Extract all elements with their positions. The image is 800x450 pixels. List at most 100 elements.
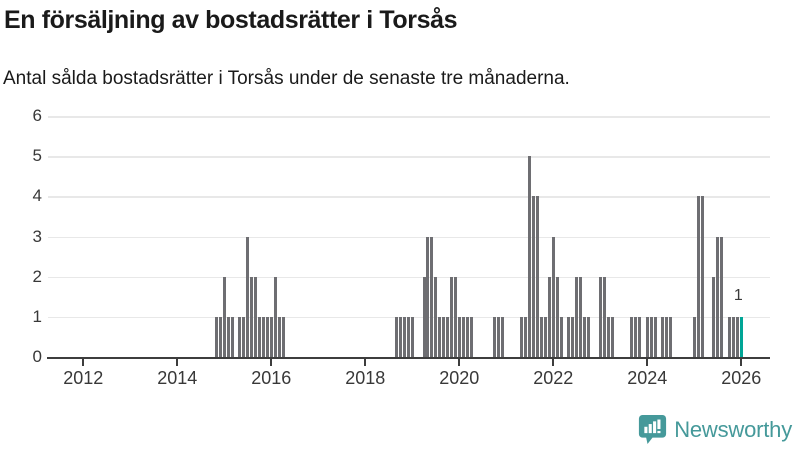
x-tick-label-2020: 2020 <box>439 368 480 388</box>
bar-2023-09 <box>630 316 634 357</box>
bar-2019-12 <box>453 276 457 357</box>
bar-2023-10 <box>634 316 638 357</box>
bar-2018-09 <box>395 316 399 357</box>
x-tick-2020 <box>458 359 461 366</box>
bar-2025-10 <box>728 316 732 357</box>
x-tick-label-2012: 2012 <box>63 368 104 388</box>
x-tick-label-2014: 2014 <box>157 368 198 388</box>
bar-2021-09 <box>536 196 540 357</box>
y-tick-label-4: 4 <box>32 186 42 206</box>
bar-2021-12 <box>547 276 551 357</box>
bar-2015-11 <box>261 316 265 357</box>
gridline-y6 <box>48 116 770 118</box>
bar-2015-03 <box>230 316 234 357</box>
x-tick-2026 <box>740 359 743 366</box>
bar-2019-04 <box>422 276 426 357</box>
x-tick-2024 <box>646 359 649 366</box>
y-tick-label-1: 1 <box>32 306 42 326</box>
bar-2022-03 <box>559 316 563 357</box>
bar-2018-11 <box>402 316 406 357</box>
bar-2020-03 <box>465 316 469 357</box>
bar-2025-11 <box>731 316 735 357</box>
bar-2019-05 <box>426 236 430 357</box>
bar-2021-05 <box>520 316 524 357</box>
bar-2015-05 <box>238 316 242 357</box>
bar-2018-12 <box>406 316 410 357</box>
bar-2025-12 <box>735 316 739 357</box>
bar-2019-01 <box>410 316 414 357</box>
newsworthy-logo-text: Newsworthy <box>674 416 792 442</box>
y-tick-label-5: 5 <box>32 146 42 166</box>
bar-2019-08 <box>438 316 442 357</box>
bar-2023-11 <box>637 316 641 357</box>
bar-2016-04 <box>281 316 285 357</box>
x-tick-label-2026: 2026 <box>721 368 762 388</box>
bar-2019-11 <box>449 276 453 357</box>
y-tick-label-3: 3 <box>32 226 42 246</box>
x-tick-label-2018: 2018 <box>345 368 386 388</box>
bar-2025-07 <box>716 236 720 357</box>
bar-2022-10 <box>587 316 591 357</box>
y-tick-label-6: 6 <box>32 106 42 125</box>
bar-2014-12 <box>218 316 222 357</box>
bar-2020-01 <box>457 316 461 357</box>
bar-2023-03 <box>606 316 610 357</box>
bar-2024-07 <box>669 316 673 357</box>
chart-title: En försäljning av bostadsrätter i Torsås <box>4 6 458 34</box>
newsworthy-bubble-chart-icon <box>638 414 667 445</box>
bar-2015-07 <box>246 236 250 357</box>
bar-2020-02 <box>461 316 465 357</box>
x-tick-2014 <box>176 359 179 366</box>
gridline-y4 <box>48 196 770 198</box>
bar-2016-01 <box>269 316 273 357</box>
bar-2021-06 <box>524 316 528 357</box>
bar-2016-03 <box>277 316 281 357</box>
bar-2019-09 <box>442 316 446 357</box>
y-tick-label-0: 0 <box>32 347 42 366</box>
bar-2023-01 <box>598 276 602 357</box>
x-axis-line <box>47 356 770 360</box>
bar-2021-07 <box>528 156 532 357</box>
bar-2015-10 <box>258 316 262 357</box>
bar-2025-08 <box>720 236 724 357</box>
bar-2025-06 <box>712 276 716 357</box>
bar-2025-03 <box>700 196 704 357</box>
bar-2022-05 <box>567 316 571 357</box>
bar-2021-11 <box>543 316 547 357</box>
bar-2021-10 <box>540 316 544 357</box>
x-tick-2018 <box>364 359 367 366</box>
bar-2022-08 <box>579 276 583 357</box>
bar-2024-05 <box>661 316 665 357</box>
bar-2020-12 <box>500 316 504 357</box>
bar-2015-01 <box>222 276 226 357</box>
bar-2024-03 <box>653 316 657 357</box>
x-tick-label-2024: 2024 <box>627 368 668 388</box>
bar-2014-11 <box>214 316 218 357</box>
bar-2015-08 <box>250 276 254 357</box>
bar-2015-06 <box>242 316 246 357</box>
bar-2021-08 <box>532 196 536 357</box>
bar-2024-06 <box>665 316 669 357</box>
bar-2019-10 <box>446 316 450 357</box>
newsworthy-logo: Newsworthy <box>638 414 792 445</box>
bar-2016-02 <box>273 276 277 357</box>
bar-2015-02 <box>226 316 230 357</box>
bar-2025-01 <box>692 316 696 357</box>
bar-2022-01 <box>551 236 555 357</box>
bar-2020-10 <box>493 316 497 357</box>
bar-highlight-2026-01 <box>739 316 743 357</box>
x-tick-2022 <box>552 359 555 366</box>
x-tick-label-2016: 2016 <box>251 368 292 388</box>
x-tick-label-2022: 2022 <box>533 368 574 388</box>
bar-2019-07 <box>434 276 438 357</box>
bar-2024-01 <box>645 316 649 357</box>
x-tick-2016 <box>270 359 273 366</box>
bar-2020-04 <box>469 316 473 357</box>
bar-2019-06 <box>430 236 434 357</box>
y-tick-label-2: 2 <box>32 266 42 286</box>
gridline-y2 <box>48 276 770 279</box>
bar-2022-02 <box>555 276 559 357</box>
gridline-y5 <box>48 156 770 158</box>
bar-2015-12 <box>265 316 269 357</box>
